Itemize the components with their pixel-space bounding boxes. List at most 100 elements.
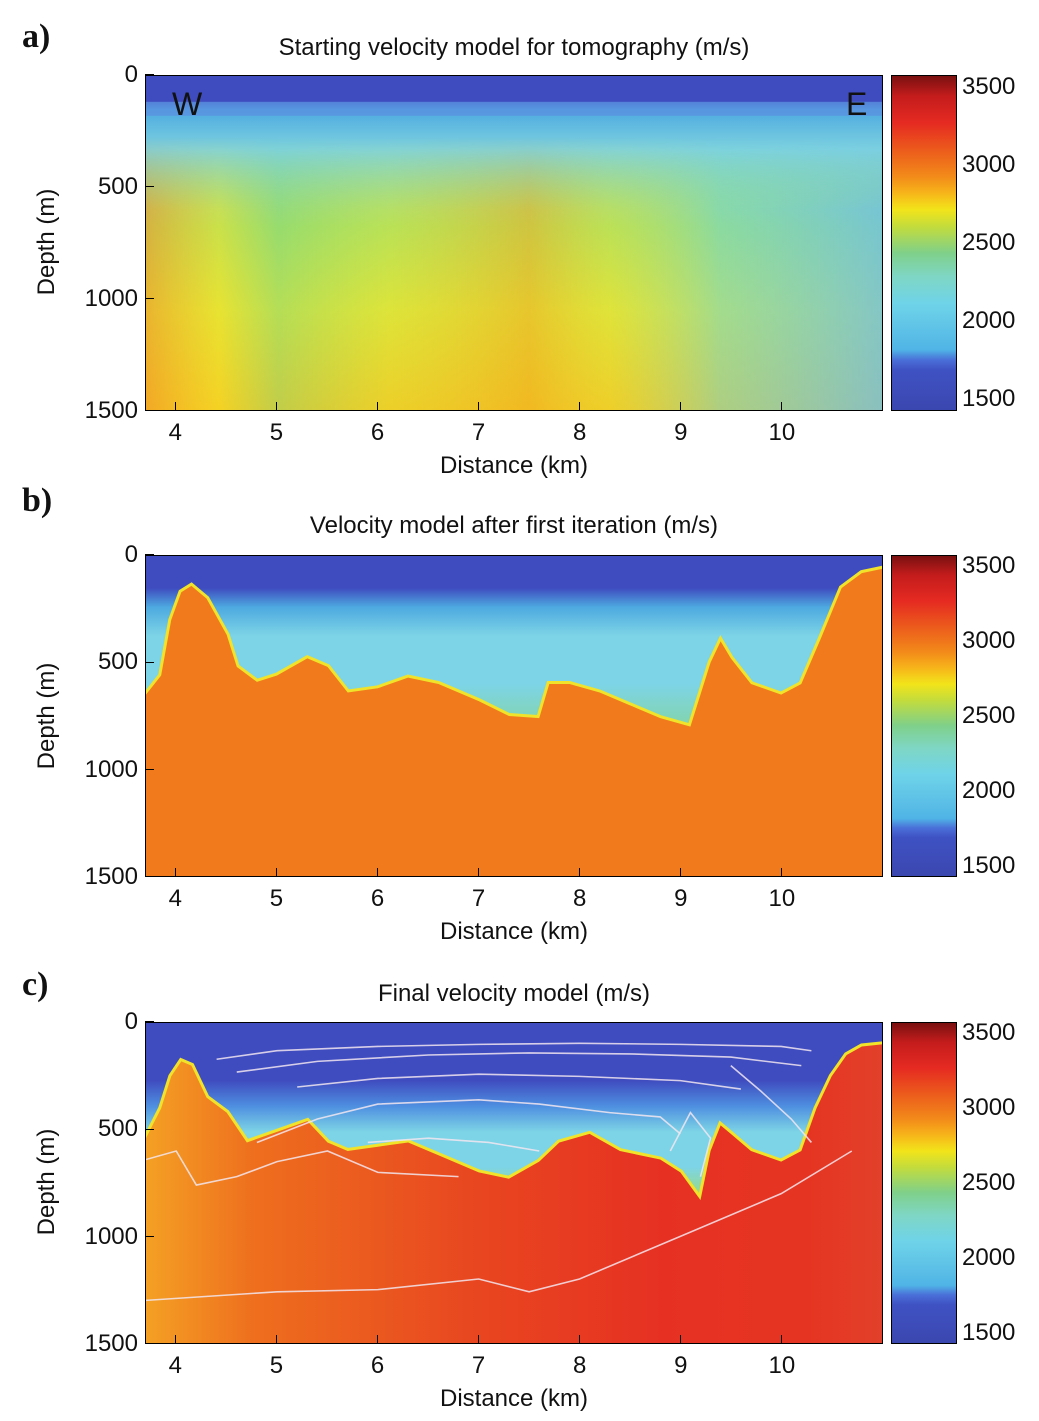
reflector-line bbox=[297, 1073, 741, 1090]
x-tick bbox=[477, 868, 479, 877]
y-axis-label: Depth (m) bbox=[33, 1128, 60, 1236]
x-tick-label: 4 bbox=[168, 419, 182, 446]
x-tick-label: 5 bbox=[269, 419, 284, 446]
basement-body bbox=[146, 1044, 882, 1343]
reflector-line bbox=[669, 1111, 712, 1177]
x-tick-label: 10 bbox=[768, 419, 796, 446]
x-tick-label: 10 bbox=[768, 1352, 796, 1379]
y-tick bbox=[145, 186, 154, 188]
x-tick bbox=[477, 402, 479, 411]
x-axis-label: Distance (km) bbox=[439, 452, 589, 479]
colorbar bbox=[891, 555, 957, 877]
x-tick-label: 7 bbox=[471, 419, 486, 446]
colorbar bbox=[891, 75, 957, 411]
x-tick-label: 5 bbox=[269, 1352, 284, 1379]
y-tick-label: 1000 bbox=[84, 755, 138, 783]
y-tick bbox=[145, 410, 154, 412]
x-tick bbox=[174, 1335, 176, 1344]
colorbar-tick-label: 1500 bbox=[962, 851, 1016, 879]
x-tick bbox=[275, 868, 277, 877]
x-axis-label: Distance (km) bbox=[439, 1385, 589, 1412]
reflector-lines bbox=[146, 1042, 853, 1302]
basement-body bbox=[146, 568, 882, 876]
x-tick-label: 5 bbox=[269, 885, 284, 912]
y-tick-label: 1500 bbox=[84, 397, 138, 424]
y-tick-label: 1500 bbox=[84, 1330, 138, 1357]
west-label: W bbox=[172, 86, 203, 122]
colorbar bbox=[891, 1022, 957, 1344]
y-tick-label: 1000 bbox=[84, 1222, 138, 1250]
panel-label: c) bbox=[22, 966, 49, 1003]
x-tick-label: 4 bbox=[168, 885, 182, 912]
chart-title: Final velocity model (m/s) bbox=[377, 980, 651, 1007]
y-tick-label: 1000 bbox=[84, 285, 138, 312]
reflector-line bbox=[367, 1137, 540, 1152]
colorbar-tick-label: 2000 bbox=[962, 307, 1016, 335]
colorbar-tick-label: 3000 bbox=[962, 1094, 1016, 1122]
colorbar-tick-label: 3500 bbox=[962, 72, 1016, 100]
y-tick bbox=[145, 876, 154, 878]
x-tick bbox=[680, 1335, 682, 1344]
x-axis-label: Distance (km) bbox=[439, 918, 589, 945]
x-tick-label: 10 bbox=[768, 885, 796, 912]
reflector-line bbox=[256, 1099, 681, 1144]
x-tick bbox=[781, 1335, 783, 1344]
x-tick bbox=[376, 1335, 378, 1344]
colorbar-tick-label: 3500 bbox=[962, 1019, 1016, 1047]
y-tick-label: 0 bbox=[124, 541, 138, 568]
x-tick-label: 7 bbox=[471, 885, 486, 912]
x-tick bbox=[376, 868, 378, 877]
reflector-line bbox=[236, 1052, 802, 1073]
y-tick-label: 500 bbox=[97, 173, 138, 200]
y-tick-label: 0 bbox=[124, 1008, 138, 1035]
x-tick-label: 9 bbox=[674, 1352, 688, 1379]
y-tick bbox=[145, 298, 154, 300]
reflector-line bbox=[146, 1150, 459, 1186]
x-tick-label: 8 bbox=[573, 885, 587, 912]
x-tick-label: 6 bbox=[370, 885, 385, 912]
colorbar-tick-label: 3500 bbox=[962, 552, 1016, 580]
x-tick-label: 9 bbox=[674, 419, 688, 446]
x-tick bbox=[781, 868, 783, 877]
y-tick-label: 1500 bbox=[84, 863, 138, 890]
y-tick bbox=[145, 1128, 154, 1130]
y-tick-label: 0 bbox=[124, 61, 138, 88]
y-tick bbox=[145, 1021, 154, 1023]
colorbar-tick-label: 3000 bbox=[962, 150, 1016, 178]
colorbar-tick-label: 3000 bbox=[962, 627, 1016, 655]
colorbar-tick-label: 2500 bbox=[962, 1169, 1016, 1196]
y-tick bbox=[145, 661, 154, 663]
y-tick bbox=[145, 768, 154, 770]
x-tick bbox=[781, 402, 783, 411]
colorbar-tick-label: 1500 bbox=[962, 1318, 1016, 1346]
colorbar-tick-label: 2500 bbox=[962, 702, 1016, 729]
colorbar-tick-label: 1500 bbox=[962, 385, 1016, 413]
colorbar-tick-label: 2000 bbox=[962, 1243, 1016, 1271]
panel-label: b) bbox=[22, 482, 53, 519]
x-tick bbox=[275, 1335, 277, 1344]
y-tick bbox=[145, 1343, 154, 1345]
y-tick bbox=[145, 74, 154, 76]
x-tick-label: 7 bbox=[471, 1352, 486, 1379]
y-tick bbox=[145, 1235, 154, 1237]
x-tick-label: 9 bbox=[674, 885, 688, 912]
x-tick-label: 6 bbox=[370, 419, 385, 446]
chart-title: Velocity model after first iteration (m/… bbox=[309, 512, 719, 539]
x-tick bbox=[174, 868, 176, 877]
x-tick-label: 4 bbox=[168, 1352, 182, 1379]
x-tick-label: 6 bbox=[370, 1352, 385, 1379]
panel-b: b) Velocity model after first iteration … bbox=[22, 482, 1016, 946]
reflector-line bbox=[216, 1042, 812, 1061]
heatmap-plot: W E bbox=[145, 75, 883, 411]
heatmap-plot bbox=[145, 555, 883, 877]
heatmap-plot bbox=[145, 1022, 883, 1344]
x-tick bbox=[680, 402, 682, 411]
y-tick-label: 500 bbox=[97, 1115, 138, 1143]
heatmap-canvas bbox=[146, 76, 882, 410]
x-tick bbox=[174, 402, 176, 411]
x-tick bbox=[275, 402, 277, 411]
colorbar-tick-label: 2000 bbox=[962, 776, 1016, 804]
panel-label: a) bbox=[22, 18, 51, 55]
x-tick bbox=[376, 402, 378, 411]
